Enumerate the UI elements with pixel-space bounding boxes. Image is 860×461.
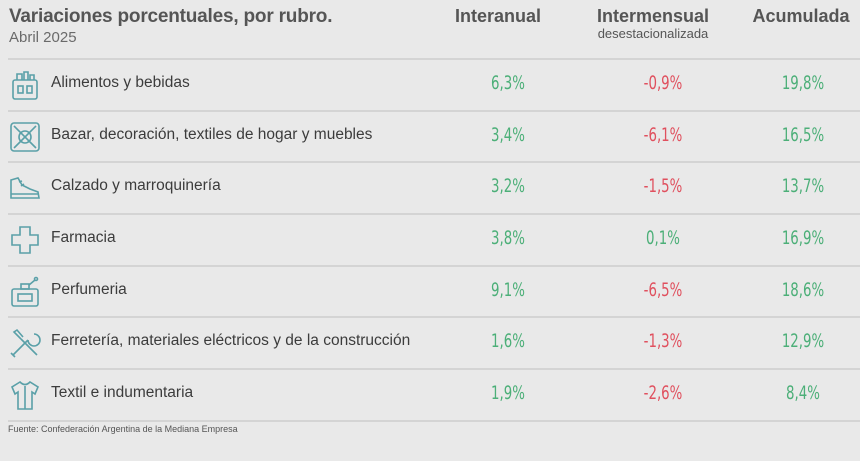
home-goods-icon xyxy=(8,120,42,154)
value-acumulada: 16,9% xyxy=(781,227,825,250)
rubro-label: Bazar, decoración, textiles de hogar y m… xyxy=(51,125,373,143)
value-interanual: 3,2% xyxy=(491,175,525,198)
grocery-bag-icon xyxy=(8,68,42,102)
table-row: Farmacia 3,8% 0,1% 16,9% xyxy=(8,213,860,265)
value-intermensual: -6,1% xyxy=(643,123,683,146)
table-body: Alimentos y bebidas 6,3% -0,9% 19,8% Baz… xyxy=(8,58,860,422)
value-intermensual: -0,9% xyxy=(643,72,683,94)
value-interanual: 9,1% xyxy=(491,278,525,301)
table-subtitle: Abril 2025 xyxy=(9,29,77,46)
header-acumulada: Acumulada xyxy=(752,6,850,26)
value-intermensual: -1,3% xyxy=(643,330,683,353)
value-intermensual: -6,5% xyxy=(643,278,683,301)
rubro-label: Alimentos y bebidas xyxy=(51,74,190,91)
value-acumulada: 13,7% xyxy=(781,175,825,198)
table-title: Variaciones porcentuales, por rubro. xyxy=(9,6,333,27)
value-interanual: 1,9% xyxy=(491,382,525,405)
value-intermensual: -1,5% xyxy=(643,175,683,198)
rubro-label: Farmacia xyxy=(51,229,116,247)
value-interanual: 3,8% xyxy=(491,227,525,250)
rubro-label: Perfumeria xyxy=(51,280,127,298)
rubro-label: Ferretería, materiales eléctricos y de l… xyxy=(51,332,411,350)
pharmacy-cross-icon xyxy=(8,223,42,257)
header-interanual: Interanual xyxy=(454,6,542,26)
header-intermensual: Intermensual xyxy=(596,6,710,26)
value-interanual: 3,4% xyxy=(491,123,525,146)
value-interanual: 1,6% xyxy=(491,330,525,353)
value-acumulada: 16,5% xyxy=(781,123,825,146)
value-acumulada: 18,6% xyxy=(781,278,825,301)
value-acumulada: 8,4% xyxy=(786,382,820,405)
table-row: Alimentos y bebidas 6,3% -0,9% 19,8% xyxy=(8,58,860,110)
value-acumulada: 12,9% xyxy=(781,330,825,353)
perfume-icon xyxy=(8,275,42,309)
source-note: Fuente: Confederación Argentina de la Me… xyxy=(8,424,238,434)
table-row: Calzado y marroquinería 3,2% -1,5% 13,7% xyxy=(8,161,860,213)
table-row: Ferretería, materiales eléctricos y de l… xyxy=(8,316,860,368)
rubro-label: Textil e indumentaria xyxy=(51,384,194,402)
shoe-icon xyxy=(8,171,42,205)
table-row: Textil e indumentaria 1,9% -2,6% 8,4% xyxy=(8,368,860,422)
header-intermensual-sub: desestacionalizada xyxy=(597,26,709,41)
shirt-icon xyxy=(8,378,42,412)
rubro-label: Calzado y marroquinería xyxy=(51,177,221,195)
value-interanual: 6,3% xyxy=(491,72,525,94)
value-intermensual: 0,1% xyxy=(646,227,680,250)
tools-icon xyxy=(8,326,42,360)
table-row: Perfumeria 9,1% -6,5% 18,6% xyxy=(8,264,860,317)
value-acumulada: 19,8% xyxy=(781,72,825,94)
value-intermensual: -2,6% xyxy=(643,382,683,405)
table-row: Bazar, decoración, textiles de hogar y m… xyxy=(8,109,860,162)
